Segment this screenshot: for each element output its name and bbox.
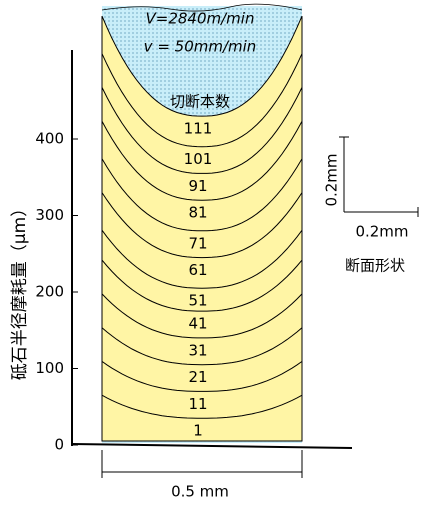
- profile-label: 21: [188, 368, 207, 386]
- profile-label: 51: [188, 292, 207, 310]
- y-tick-label: 100: [35, 359, 64, 377]
- scale-caption: 断面形状: [345, 257, 405, 275]
- x-axis: [71, 443, 353, 449]
- scale-horizontal: 0.2mm: [355, 223, 408, 241]
- feed-label: v = 50mm/min: [144, 38, 257, 56]
- profile-label: 91: [188, 177, 207, 195]
- y-tick-label: 400: [35, 130, 64, 148]
- y-tick-label: 0: [54, 436, 64, 454]
- scale-vertical: 0.2mm: [323, 153, 341, 206]
- y-tick-label: 200: [35, 283, 64, 301]
- width-label: 0.5 mm: [171, 483, 229, 501]
- profile-label: 41: [188, 315, 207, 333]
- profile-label: 101: [184, 150, 213, 168]
- wear-profile: [101, 394, 303, 442]
- speed-label: V=2840m/min: [146, 10, 255, 28]
- profile-label: 1: [193, 422, 203, 440]
- profile-label: 81: [188, 204, 207, 222]
- profile-label: 31: [188, 341, 207, 359]
- y-axis-label: 砥石半径摩耗量（μm）: [10, 200, 30, 380]
- profile-label: 11: [188, 395, 207, 413]
- y-tick-label: 300: [35, 206, 64, 224]
- profile-label: 71: [188, 234, 207, 252]
- top-edge: [101, 3, 303, 12]
- profile-label: 111: [184, 120, 213, 138]
- profile-label: 61: [188, 261, 207, 279]
- legend-title: 切断本数: [170, 93, 230, 111]
